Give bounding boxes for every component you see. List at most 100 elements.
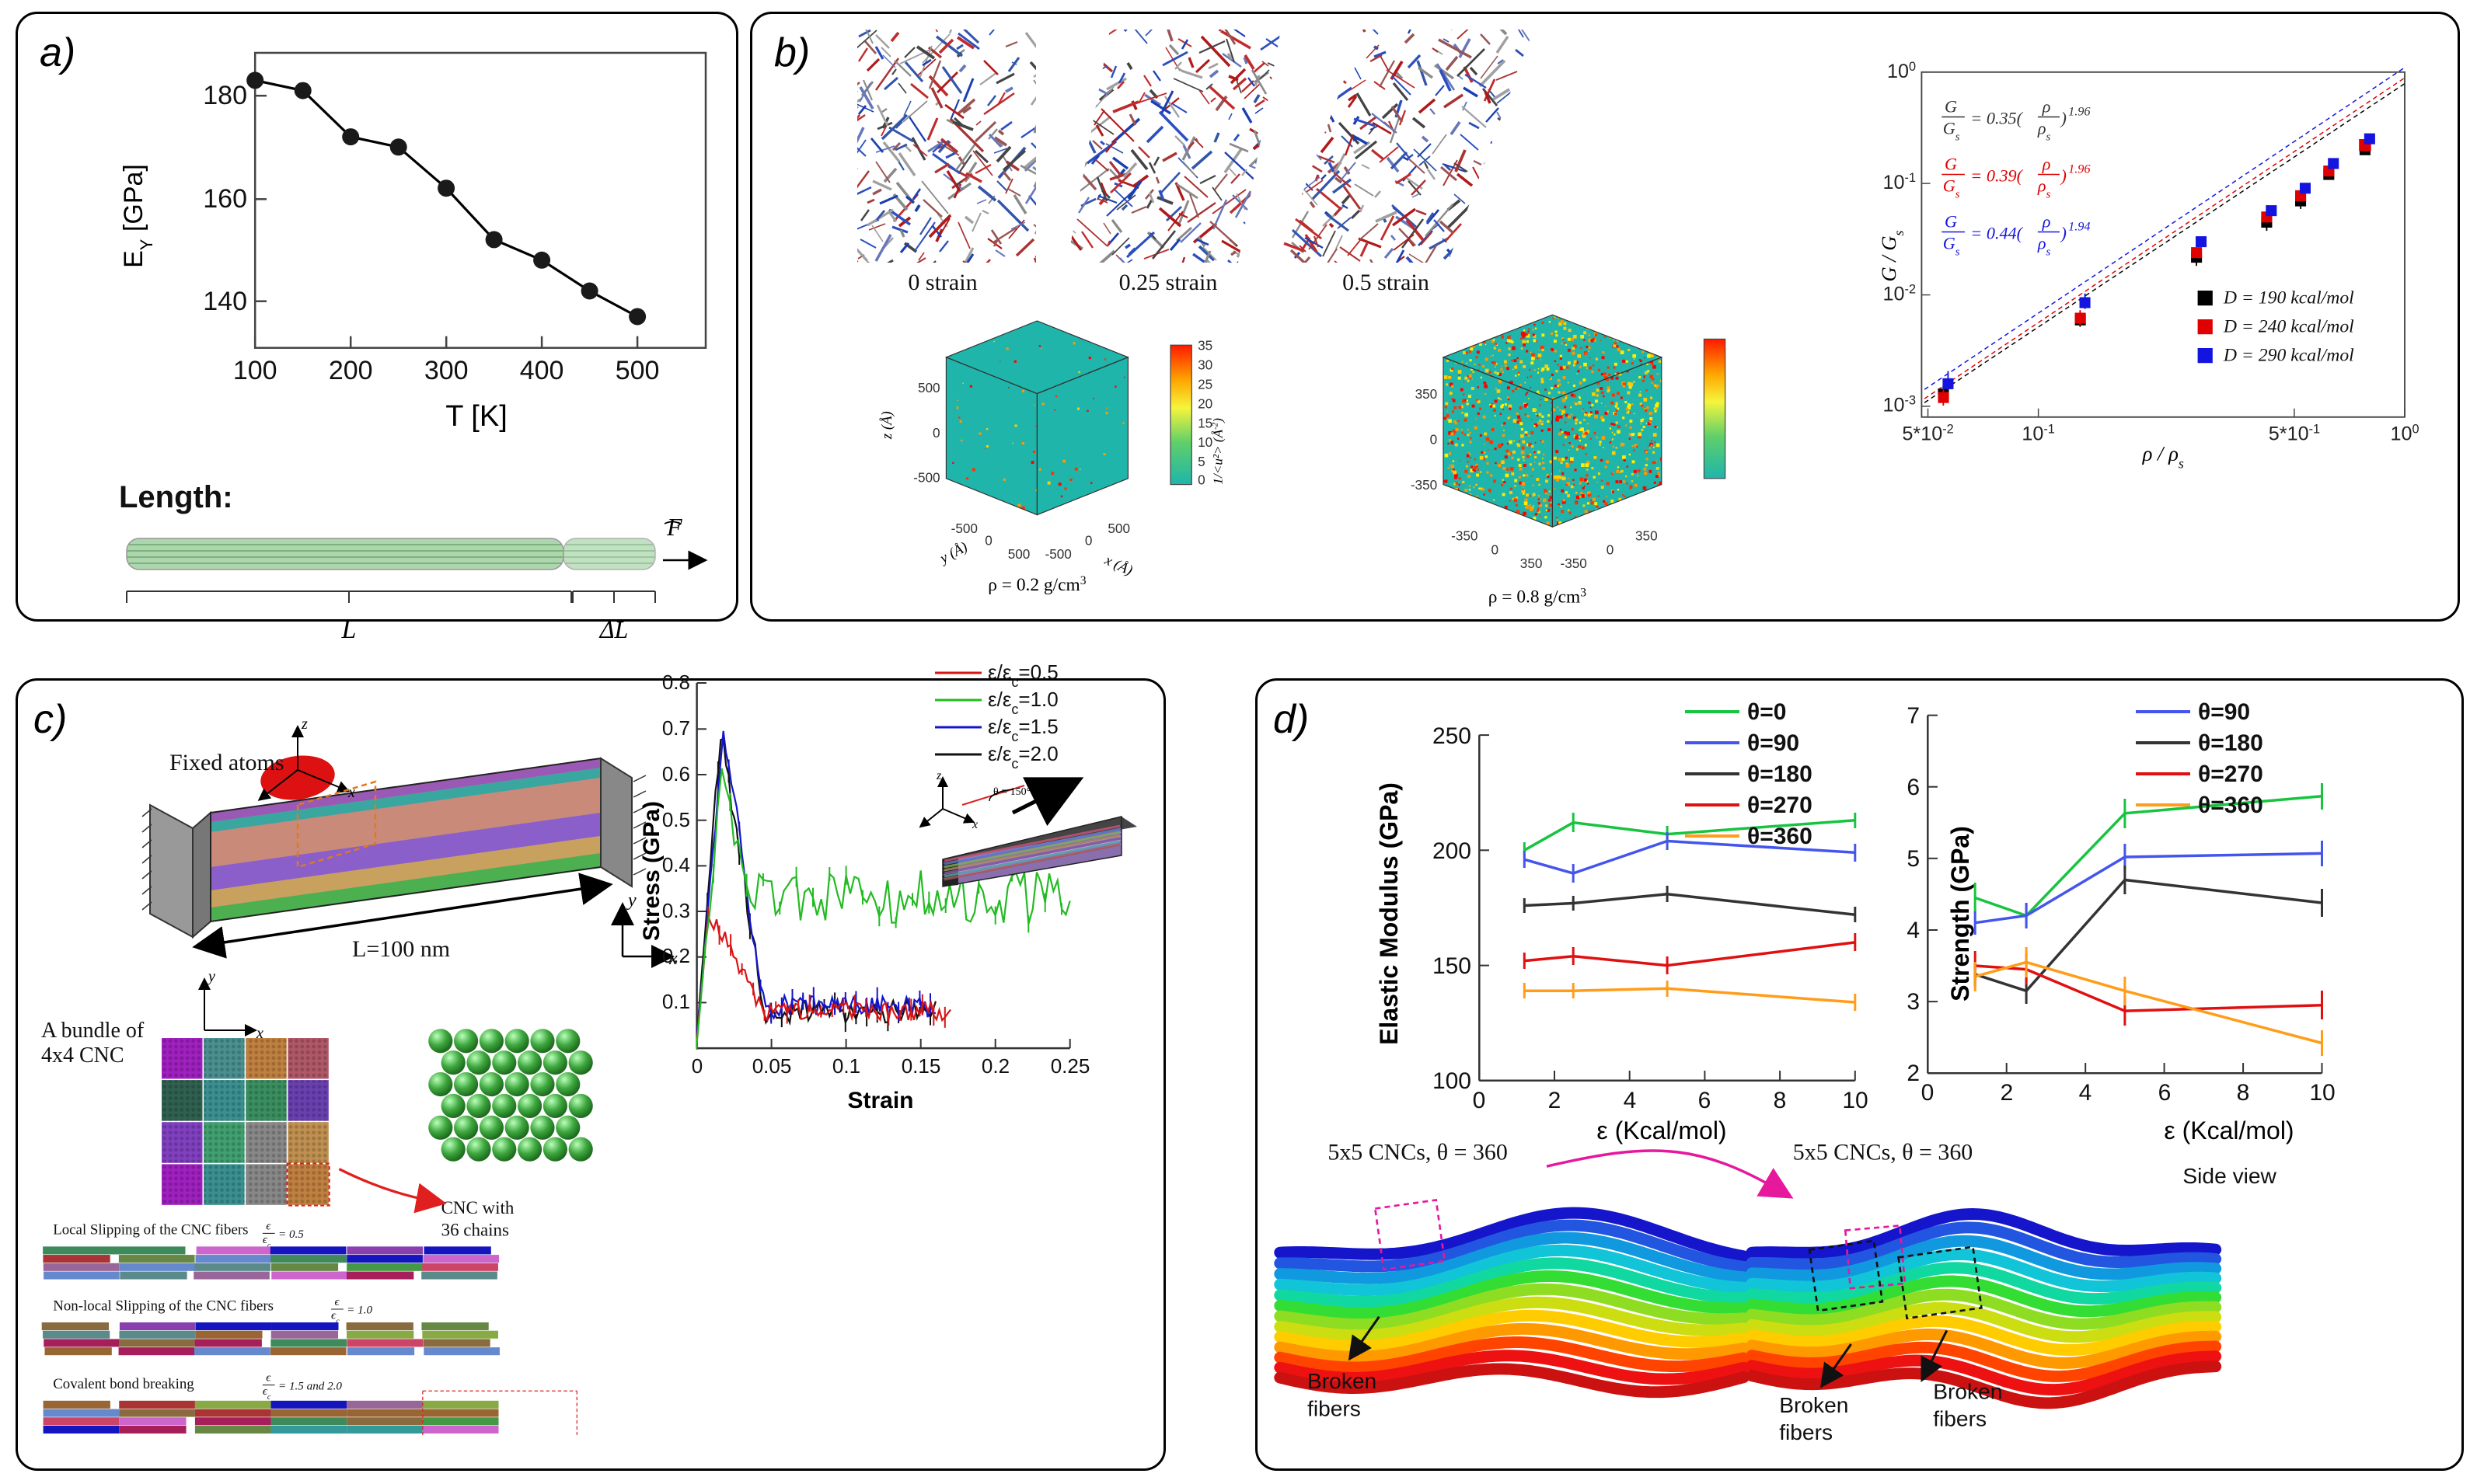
svg-text:ρ: ρ — [2042, 212, 2051, 232]
svg-text:Gs: Gs — [1943, 234, 1960, 259]
svg-text:0.1: 0.1 — [662, 990, 690, 1013]
svg-text:= 0.44(: = 0.44( — [1970, 223, 2023, 242]
svg-text:ρs: ρs — [2037, 234, 2051, 259]
svg-text:0.1: 0.1 — [832, 1054, 860, 1078]
svg-text:F: F — [666, 513, 682, 541]
svg-text:5*10-1: 5*10-1 — [2269, 422, 2320, 444]
svg-text:0.25 strain: 0.25 strain — [1119, 270, 1218, 295]
svg-text:ΔL: ΔL — [598, 615, 629, 643]
svg-text:350: 350 — [1635, 528, 1658, 543]
svg-text:Side view: Side view — [2182, 1164, 2276, 1188]
svg-text:0: 0 — [1085, 533, 1093, 549]
svg-text:400: 400 — [520, 356, 564, 385]
svg-text:ε/εc=1.0: ε/εc=1.0 — [988, 688, 1059, 717]
svg-text:ε/εc=0.5: ε/εc=0.5 — [988, 660, 1059, 690]
svg-text:z: z — [301, 716, 308, 733]
svg-text:D = 240 kcal/mol: D = 240 kcal/mol — [2223, 316, 2354, 336]
svg-text:0: 0 — [1921, 1080, 1935, 1106]
svg-text:0.2: 0.2 — [662, 944, 690, 967]
svg-text:0.5 strain: 0.5 strain — [1342, 270, 1429, 295]
svg-text:ρ = 0.8 g/cm3: ρ = 0.8 g/cm3 — [1488, 586, 1586, 608]
svg-text:Stress (GPa): Stress (GPa) — [639, 801, 665, 941]
svg-text:= 1.5 and 2.0: = 1.5 and 2.0 — [278, 1380, 342, 1392]
svg-text:2: 2 — [2001, 1080, 2014, 1106]
svg-text:140: 140 — [203, 287, 247, 316]
svg-text:Gs: Gs — [1943, 119, 1960, 144]
svg-text:350: 350 — [1415, 386, 1438, 402]
svg-text:Covalent bond breaking: Covalent bond breaking — [53, 1376, 194, 1392]
svg-text:5: 5 — [1907, 846, 1920, 872]
svg-text:fibers: fibers — [1779, 1420, 1833, 1444]
svg-text:0.4: 0.4 — [662, 853, 690, 876]
svg-text:x: x — [347, 784, 355, 801]
svg-text:10-1: 10-1 — [1883, 171, 1916, 193]
svg-text:Non-local Slipping of the CNC: Non-local Slipping of the CNC fibers — [53, 1298, 274, 1314]
svg-text:6: 6 — [1698, 1088, 1711, 1113]
svg-text:0: 0 — [1430, 431, 1438, 447]
svg-text:6: 6 — [1907, 775, 1920, 800]
svg-text:z: z — [936, 769, 942, 782]
svg-text:θ=270: θ=270 — [1747, 793, 1812, 818]
svg-text:0.7: 0.7 — [662, 716, 690, 740]
svg-text:500: 500 — [1008, 546, 1031, 562]
svg-text:25: 25 — [1198, 376, 1212, 392]
svg-text:100: 100 — [233, 356, 277, 385]
svg-text:0 strain: 0 strain — [908, 270, 977, 295]
svg-text:0: 0 — [985, 533, 993, 549]
svg-text:G: G — [1945, 97, 1957, 117]
svg-text:7: 7 — [1907, 703, 1920, 729]
svg-text:-350: -350 — [1561, 556, 1587, 571]
svg-text:0: 0 — [933, 425, 940, 441]
svg-text:-500: -500 — [913, 469, 940, 485]
svg-text:0.8: 0.8 — [662, 671, 690, 694]
svg-text:CNC with: CNC with — [441, 1198, 515, 1218]
svg-text:0.6: 0.6 — [662, 762, 690, 786]
svg-text:ϵc: ϵc — [263, 1385, 271, 1402]
svg-text:z (Å): z (Å) — [879, 411, 895, 440]
svg-text:10-2: 10-2 — [1883, 283, 1916, 305]
svg-text:1.96: 1.96 — [2068, 161, 2091, 176]
svg-text:100: 100 — [2390, 422, 2419, 444]
svg-text:0: 0 — [692, 1054, 703, 1078]
svg-text:160: 160 — [203, 184, 247, 214]
svg-text:5*10-2: 5*10-2 — [1902, 422, 1953, 444]
svg-text:y: y — [207, 968, 215, 985]
svg-text:10-3: 10-3 — [1883, 393, 1916, 416]
svg-text:0.3: 0.3 — [662, 899, 690, 922]
svg-text:x (Å): x (Å) — [1101, 552, 1135, 579]
svg-text:x: x — [972, 818, 978, 831]
svg-text:30: 30 — [1198, 357, 1212, 372]
svg-text:D = 290 kcal/mol: D = 290 kcal/mol — [2223, 345, 2354, 365]
svg-text:1.94: 1.94 — [2068, 218, 2090, 233]
svg-text:200: 200 — [1432, 838, 1471, 864]
svg-text:1/<u²> (Å-2): 1/<u²> (Å-2) — [1210, 418, 1225, 485]
svg-text:ρ / ρs: ρ / ρs — [2142, 441, 2184, 471]
svg-text:Broken: Broken — [1779, 1393, 1848, 1417]
svg-text:5x5 CNCs, θ = 360: 5x5 CNCs, θ = 360 — [1327, 1139, 1507, 1165]
svg-text:35: 35 — [1198, 337, 1212, 353]
svg-text:): ) — [2059, 223, 2066, 242]
svg-text:10-1: 10-1 — [2022, 422, 2054, 444]
svg-text:Fixed atoms: Fixed atoms — [169, 750, 284, 775]
svg-text:= 1.0: = 1.0 — [347, 1305, 372, 1317]
svg-text:= 0.35(: = 0.35( — [1970, 108, 2023, 127]
svg-text:250: 250 — [1432, 723, 1471, 749]
svg-text:500: 500 — [918, 380, 940, 395]
svg-text:θ=90: θ=90 — [1747, 730, 1799, 756]
svg-text:Strain: Strain — [847, 1088, 913, 1113]
svg-text:-350: -350 — [1411, 477, 1437, 493]
svg-text:180: 180 — [203, 81, 247, 110]
svg-text:θ=90: θ=90 — [2198, 699, 2250, 725]
svg-text:): ) — [2059, 108, 2066, 127]
svg-text:L: L — [341, 615, 357, 644]
svg-text:0.2: 0.2 — [982, 1054, 1010, 1078]
svg-text:ρs: ρs — [2037, 176, 2051, 201]
svg-text:0.05: 0.05 — [752, 1054, 792, 1078]
svg-text:θ=180: θ=180 — [2198, 730, 2263, 756]
svg-text:θ=360: θ=360 — [1747, 824, 1812, 849]
svg-text:Broken: Broken — [1307, 1369, 1376, 1393]
svg-text:G / Gs: G / Gs — [1877, 230, 1907, 281]
svg-text:2: 2 — [1548, 1088, 1561, 1113]
svg-text:Broken: Broken — [1933, 1379, 2002, 1403]
svg-text:-500: -500 — [951, 521, 978, 536]
